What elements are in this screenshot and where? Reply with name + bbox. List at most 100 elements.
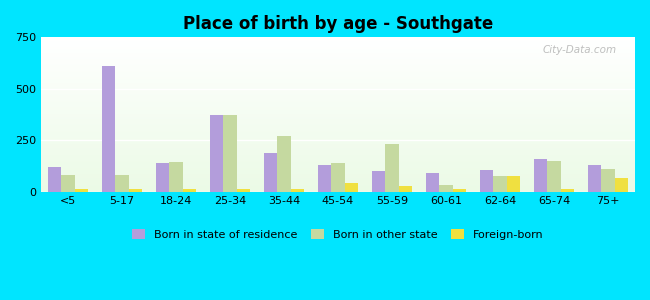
Bar — [615, 178, 629, 191]
Bar — [41, 181, 635, 182]
Bar — [41, 40, 635, 41]
Bar — [41, 45, 635, 46]
Bar — [41, 154, 635, 155]
Bar — [41, 164, 635, 165]
Bar — [41, 134, 635, 135]
Bar — [41, 56, 635, 57]
Bar — [41, 94, 635, 95]
Bar — [41, 66, 635, 67]
Bar — [41, 104, 635, 105]
Bar — [41, 136, 635, 137]
Bar — [61, 175, 75, 191]
Bar — [41, 80, 635, 81]
Bar — [41, 137, 635, 138]
Bar — [41, 47, 635, 48]
Bar — [41, 190, 635, 191]
Bar — [41, 72, 635, 73]
Bar — [41, 112, 635, 113]
Text: City-Data.com: City-Data.com — [543, 45, 618, 55]
Bar — [41, 96, 635, 97]
Bar — [41, 178, 635, 179]
Bar — [41, 167, 635, 168]
Bar — [41, 83, 635, 84]
Bar — [41, 126, 635, 127]
Bar — [41, 50, 635, 51]
Bar — [41, 95, 635, 96]
Bar — [41, 174, 635, 175]
Bar — [41, 68, 635, 69]
Bar — [278, 136, 291, 191]
Bar — [169, 162, 183, 191]
Bar — [41, 172, 635, 173]
Bar — [41, 106, 635, 107]
Bar — [507, 176, 520, 191]
Bar — [102, 66, 115, 191]
Bar — [41, 101, 635, 102]
Bar — [41, 175, 635, 176]
Bar — [41, 166, 635, 167]
Bar — [41, 75, 635, 76]
Bar — [41, 165, 635, 166]
Bar — [41, 79, 635, 80]
Bar — [41, 119, 635, 120]
Bar — [41, 162, 635, 163]
Bar — [41, 132, 635, 133]
Bar — [41, 97, 635, 98]
Title: Place of birth by age - Southgate: Place of birth by age - Southgate — [183, 15, 493, 33]
Bar — [41, 169, 635, 170]
Bar — [332, 163, 344, 191]
Bar — [41, 42, 635, 43]
Bar — [344, 183, 358, 191]
Bar — [41, 177, 635, 178]
Bar — [547, 161, 561, 191]
Bar — [223, 116, 237, 191]
Bar — [41, 54, 635, 55]
Bar — [210, 116, 223, 191]
Bar — [41, 116, 635, 117]
Bar — [41, 131, 635, 132]
Bar — [41, 108, 635, 109]
Bar — [41, 69, 635, 70]
Bar — [41, 109, 635, 110]
Bar — [41, 140, 635, 141]
Bar — [41, 148, 635, 149]
Bar — [41, 151, 635, 152]
Bar — [41, 143, 635, 144]
Bar — [41, 179, 635, 180]
Bar — [41, 173, 635, 174]
Bar — [41, 110, 635, 111]
Bar — [41, 146, 635, 147]
Bar — [41, 70, 635, 71]
Bar — [41, 57, 635, 58]
Bar — [41, 78, 635, 79]
Bar — [41, 144, 635, 145]
Bar — [41, 111, 635, 112]
Bar — [588, 165, 601, 191]
Bar — [183, 190, 196, 191]
Bar — [41, 51, 635, 52]
Bar — [291, 190, 304, 191]
Bar — [41, 93, 635, 94]
Bar — [41, 130, 635, 131]
Bar — [41, 160, 635, 161]
Bar — [41, 62, 635, 63]
Bar — [493, 176, 507, 191]
Bar — [41, 129, 635, 130]
Bar — [41, 82, 635, 83]
Bar — [41, 92, 635, 93]
Bar — [41, 120, 635, 121]
Bar — [41, 153, 635, 154]
Bar — [385, 144, 398, 191]
Bar — [41, 188, 635, 189]
Bar — [41, 135, 635, 136]
Bar — [41, 163, 635, 164]
Bar — [601, 169, 615, 191]
Bar — [41, 118, 635, 119]
Bar — [41, 114, 635, 115]
Bar — [41, 185, 635, 186]
Bar — [75, 190, 88, 191]
Bar — [129, 190, 142, 191]
Bar — [41, 170, 635, 171]
Bar — [41, 157, 635, 158]
Bar — [41, 168, 635, 169]
